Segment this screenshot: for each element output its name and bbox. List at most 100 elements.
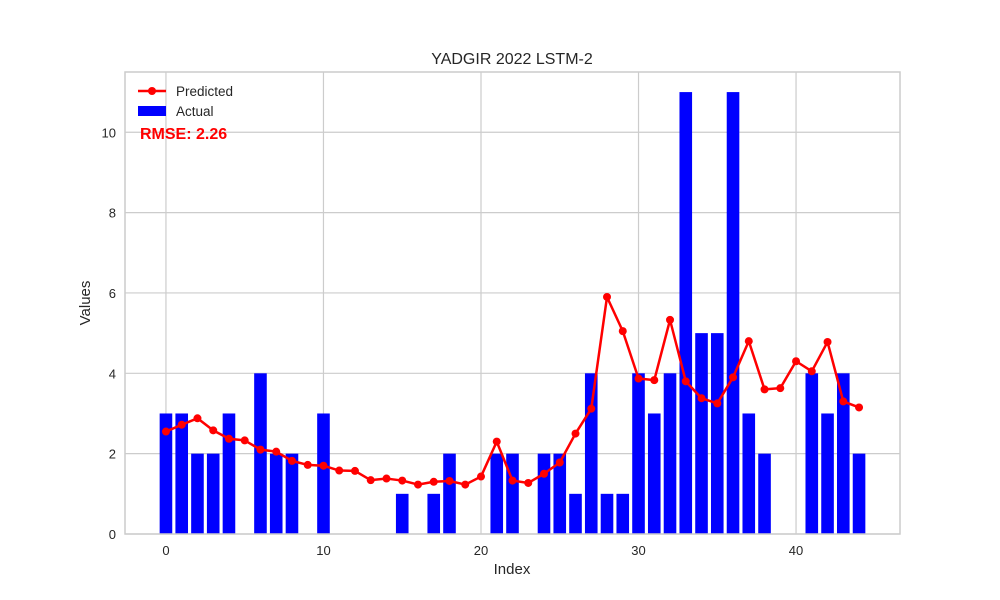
- predicted-point: [555, 458, 564, 467]
- rmse-annotation: RMSE: 2.26: [140, 126, 227, 143]
- actual-bar: [254, 373, 267, 534]
- actual-bar: [506, 453, 519, 534]
- predicted-point: [839, 397, 848, 406]
- legend-predicted-marker: [148, 87, 156, 95]
- predicted-point: [618, 327, 627, 336]
- actual-bar: [710, 333, 724, 534]
- predicted-point: [744, 337, 753, 346]
- actual-bar: [600, 493, 614, 534]
- x-tick-label: 40: [789, 543, 803, 558]
- x-axis-label: Index: [494, 561, 531, 578]
- actual-bar: [584, 373, 598, 534]
- predicted-point: [524, 478, 533, 487]
- actual-bar: [537, 453, 551, 534]
- actual-bar: [395, 493, 409, 534]
- actual-bar: [632, 373, 645, 534]
- y-tick-labels: 0 2 4 6 8 10: [102, 125, 116, 542]
- chart-title: YADGIR 2022 LSTM-2: [431, 51, 593, 68]
- x-tick-labels: 0 10 20 30 40: [162, 543, 803, 558]
- actual-bar: [206, 453, 220, 534]
- plot-frame: [124, 71, 901, 535]
- y-tick-label: 2: [109, 447, 116, 462]
- predicted-point: [382, 474, 391, 483]
- predicted-point: [713, 399, 722, 408]
- predicted-point: [776, 384, 785, 393]
- predicted-point: [398, 476, 407, 485]
- predicted-point: [823, 337, 832, 346]
- y-tick-label: 10: [102, 125, 116, 140]
- predicted-point: [681, 377, 690, 386]
- actual-bar: [758, 453, 771, 534]
- predicted-point: [792, 357, 801, 366]
- actual-bar: [663, 373, 677, 534]
- y-tick-label: 6: [109, 286, 116, 301]
- actual-bar: [836, 373, 850, 534]
- actual-bar: [569, 493, 582, 534]
- legend: Predicted Actual: [138, 84, 233, 119]
- predicted-point: [272, 447, 281, 456]
- predicted-point: [240, 436, 249, 445]
- predicted-point: [413, 480, 422, 489]
- legend-actual-label: Actual: [176, 104, 214, 119]
- predicted-point: [697, 394, 706, 403]
- predicted-point: [666, 315, 675, 324]
- predicted-point: [855, 403, 864, 412]
- actual-bar: [159, 413, 173, 534]
- legend-predicted-label: Predicted: [176, 84, 233, 99]
- predicted-point: [161, 427, 170, 436]
- predicted-point: [587, 404, 596, 413]
- actual-bar: [427, 493, 441, 534]
- predicted-point: [224, 434, 233, 443]
- predicted-point: [540, 469, 549, 478]
- predicted-point: [193, 414, 202, 423]
- actual-bar: [726, 92, 740, 534]
- predicted-point: [177, 420, 186, 429]
- predicted-point: [209, 426, 218, 435]
- actual-bar: [285, 453, 299, 534]
- predicted-point: [508, 476, 517, 485]
- predicted-point: [807, 367, 816, 376]
- predicted-point: [760, 385, 769, 394]
- predicted-point: [319, 461, 328, 470]
- predicted-point: [335, 466, 344, 475]
- actual-bar: [647, 413, 661, 534]
- predicted-series: [161, 292, 864, 489]
- x-tick-label: 0: [162, 543, 169, 558]
- predicted-point: [366, 476, 375, 485]
- actual-bar: [821, 413, 834, 534]
- actual-bar: [222, 413, 236, 534]
- y-tick-label: 4: [109, 366, 116, 381]
- predicted-point: [461, 480, 470, 489]
- predicted-point: [476, 472, 485, 481]
- predicted-point: [287, 456, 296, 465]
- x-tick-label: 30: [631, 543, 645, 558]
- actual-bar: [742, 413, 756, 534]
- predicted-point: [303, 460, 312, 469]
- actual-bar: [616, 493, 630, 534]
- predicted-point: [492, 437, 501, 446]
- actual-bar: [553, 453, 567, 534]
- actual-bar: [679, 92, 693, 534]
- legend-actual-swatch: [138, 106, 166, 116]
- actual-bar: [695, 333, 708, 534]
- actual-bar: [443, 453, 456, 534]
- actual-bar: [317, 413, 330, 534]
- predicted-point: [350, 466, 359, 475]
- actual-bar: [805, 373, 819, 534]
- actual-bar: [269, 453, 283, 534]
- x-tick-label: 10: [316, 543, 330, 558]
- actual-bar: [175, 413, 189, 534]
- predicted-point: [650, 376, 659, 385]
- actual-bar: [191, 453, 204, 534]
- predicted-point: [603, 292, 612, 301]
- predicted-point: [445, 476, 454, 485]
- predicted-point: [256, 445, 265, 454]
- y-tick-label: 8: [109, 206, 116, 221]
- predicted-point: [429, 477, 438, 486]
- x-tick-label: 20: [474, 543, 488, 558]
- predicted-point: [729, 373, 738, 382]
- y-axis-label: Values: [77, 281, 94, 326]
- predicted-point: [634, 374, 643, 383]
- actual-bar: [490, 453, 504, 534]
